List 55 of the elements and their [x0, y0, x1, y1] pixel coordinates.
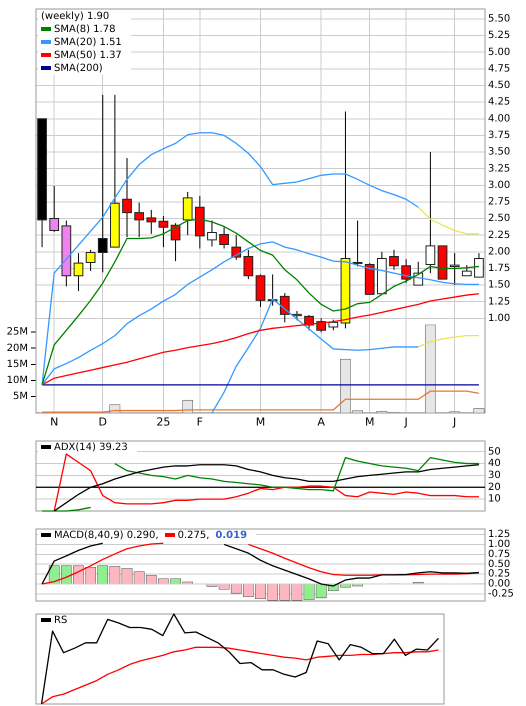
legend-label: SMA(8) 1.78	[54, 24, 116, 35]
legend-label: SMA(20) 1.51	[54, 37, 122, 48]
x-tick-label: F	[196, 415, 203, 428]
y-tick-label: 1.50	[488, 280, 510, 291]
y-tick-label: 1.25	[488, 296, 510, 308]
y-tick-label: 1.75	[488, 263, 510, 274]
y2-tick-label: 5M	[13, 391, 28, 402]
y-tick-label: 2.50	[488, 213, 510, 224]
x-tick-label: M	[364, 415, 374, 428]
legend-label: ADX(14) 39.23	[54, 442, 128, 453]
y-tick-label: 1.00	[488, 312, 510, 324]
y-tick-label: 1.00	[488, 539, 510, 550]
y-tick-label: 3.00	[488, 180, 510, 191]
y-tick-label: 3.75	[488, 130, 510, 141]
y-tick-label: 3.50	[488, 146, 510, 158]
y-tick-label: 20	[488, 482, 501, 493]
x-tick-label: J	[452, 415, 456, 428]
y-tick-label: 4.00	[488, 113, 510, 124]
y-tick-label: 50	[488, 446, 501, 458]
y-tick-label: -0.25	[488, 588, 514, 600]
y-tick-label: 2.75	[488, 196, 510, 208]
y-tick-label: 0.25	[488, 568, 510, 580]
y2-tick-label: 25M	[6, 326, 28, 338]
y-tick-label: 40	[488, 458, 501, 470]
y-tick-label: 3.25	[488, 163, 510, 174]
y-tick-label: 10	[488, 494, 501, 505]
y-tick-label: 2.25	[488, 230, 510, 241]
annotation: 0.019	[215, 530, 248, 541]
legend-label: MACD(8,40,9) 0.290,	[54, 530, 159, 541]
x-tick-label: M	[256, 415, 266, 428]
y-tick-label: 0.50	[488, 558, 510, 570]
y-tick-label: 0.00	[488, 578, 510, 590]
y-tick-label: 4.75	[488, 63, 510, 74]
chart-title: (weekly) 1.90	[41, 10, 110, 23]
x-tick-label: A	[317, 415, 326, 428]
legend-label: SMA(50) 1.37	[54, 50, 122, 61]
y-tick-label: 5.50	[488, 14, 510, 25]
y-tick-label: 5.25	[488, 30, 510, 42]
legend-label: RS	[54, 615, 68, 626]
y-tick-label: 1.25	[488, 529, 510, 540]
y2-tick-label: 15M	[6, 358, 28, 370]
x-tick-label: J	[403, 415, 408, 428]
y-tick-label: 4.50	[488, 80, 510, 92]
y-tick-label: 30	[488, 470, 501, 481]
y-tick-label: 0.75	[488, 548, 510, 560]
y-tick-label: 4.25	[488, 96, 510, 108]
y2-tick-label: 10M	[6, 375, 28, 386]
legend-label: 0.275,	[178, 530, 210, 541]
legend-label: SMA(200)	[54, 63, 103, 74]
x-tick-label: N	[50, 415, 58, 428]
y2-tick-label: 20M	[6, 342, 28, 354]
x-tick-label: 25	[156, 415, 170, 428]
y-tick-label: 5.00	[488, 46, 510, 58]
x-tick-label: D	[98, 415, 107, 428]
y-tick-label: 2.00	[488, 246, 510, 258]
